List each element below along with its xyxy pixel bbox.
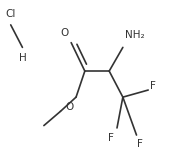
- Text: O: O: [60, 28, 68, 38]
- Text: F: F: [137, 139, 143, 149]
- Text: O: O: [65, 102, 73, 112]
- Text: F: F: [150, 81, 156, 91]
- Text: Cl: Cl: [6, 9, 16, 19]
- Text: F: F: [108, 133, 114, 143]
- Text: H: H: [19, 53, 27, 63]
- Text: NH₂: NH₂: [125, 30, 144, 40]
